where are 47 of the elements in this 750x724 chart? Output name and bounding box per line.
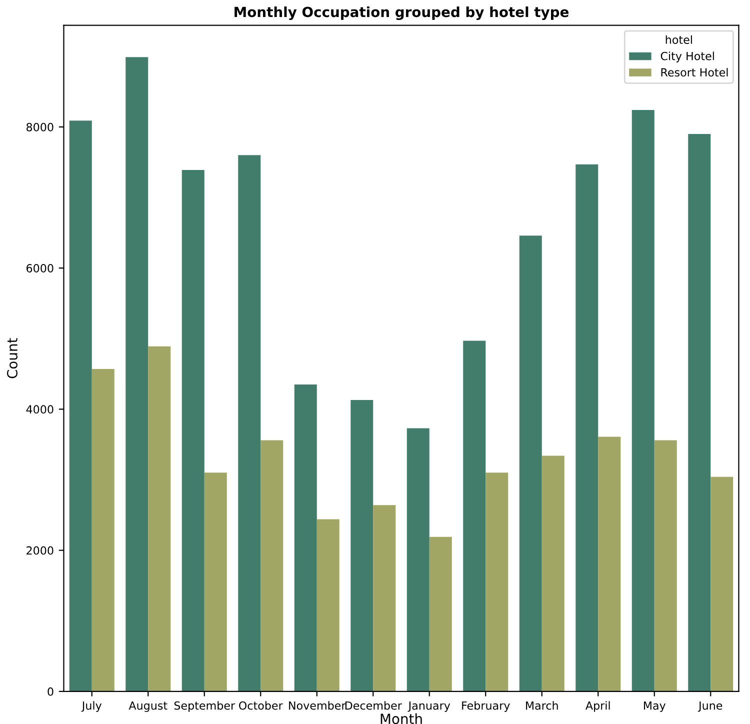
bar [148, 346, 171, 692]
bar [486, 472, 508, 692]
x-tick-label: July [81, 701, 102, 712]
bar [519, 236, 542, 692]
x-tick-label: February [462, 701, 510, 712]
bar [92, 368, 114, 692]
y-tick-label: 2000 [26, 546, 54, 555]
legend-title: hotel [666, 35, 692, 44]
bar [69, 120, 92, 692]
x-tick-label: May [644, 701, 666, 712]
bar [294, 384, 317, 692]
bar [204, 472, 227, 692]
y-tick-label: 8000 [26, 122, 54, 132]
bar [598, 436, 621, 692]
x-tick-label: September [174, 701, 236, 712]
bar [463, 340, 486, 692]
y-axis-title: Count [7, 338, 18, 378]
x-tick-label: January [408, 701, 450, 712]
bar [260, 440, 284, 692]
x-tick-label: March [526, 701, 558, 710]
bar [542, 456, 564, 692]
bar [126, 57, 148, 692]
x-tick-label: April [586, 701, 610, 712]
legend-label: City Hotel [660, 52, 714, 62]
x-tick-label: October [239, 701, 283, 710]
bar [182, 170, 204, 692]
legend-label: Resort Hotel [661, 68, 728, 77]
x-tick-label: August [128, 701, 168, 712]
y-tick-label: 4000 [26, 405, 54, 414]
bar [654, 440, 677, 692]
x-tick-label: June [698, 701, 722, 712]
bar [238, 155, 261, 692]
y-tick-label: 0 [48, 687, 54, 696]
bar [688, 134, 711, 692]
y-tick-label: 6000 [26, 264, 54, 272]
bar [373, 505, 396, 692]
bar [710, 476, 734, 692]
x-axis-title: Month [380, 713, 422, 724]
bar [429, 536, 452, 692]
bar [576, 164, 598, 692]
x-tick-label: December [345, 701, 402, 710]
bar [632, 110, 654, 692]
x-tick-label: November [289, 701, 346, 710]
chart-title: Monthly Occupation grouped by hotel type [234, 6, 569, 20]
bar [350, 400, 374, 692]
bar [316, 519, 340, 692]
bar [406, 428, 430, 692]
